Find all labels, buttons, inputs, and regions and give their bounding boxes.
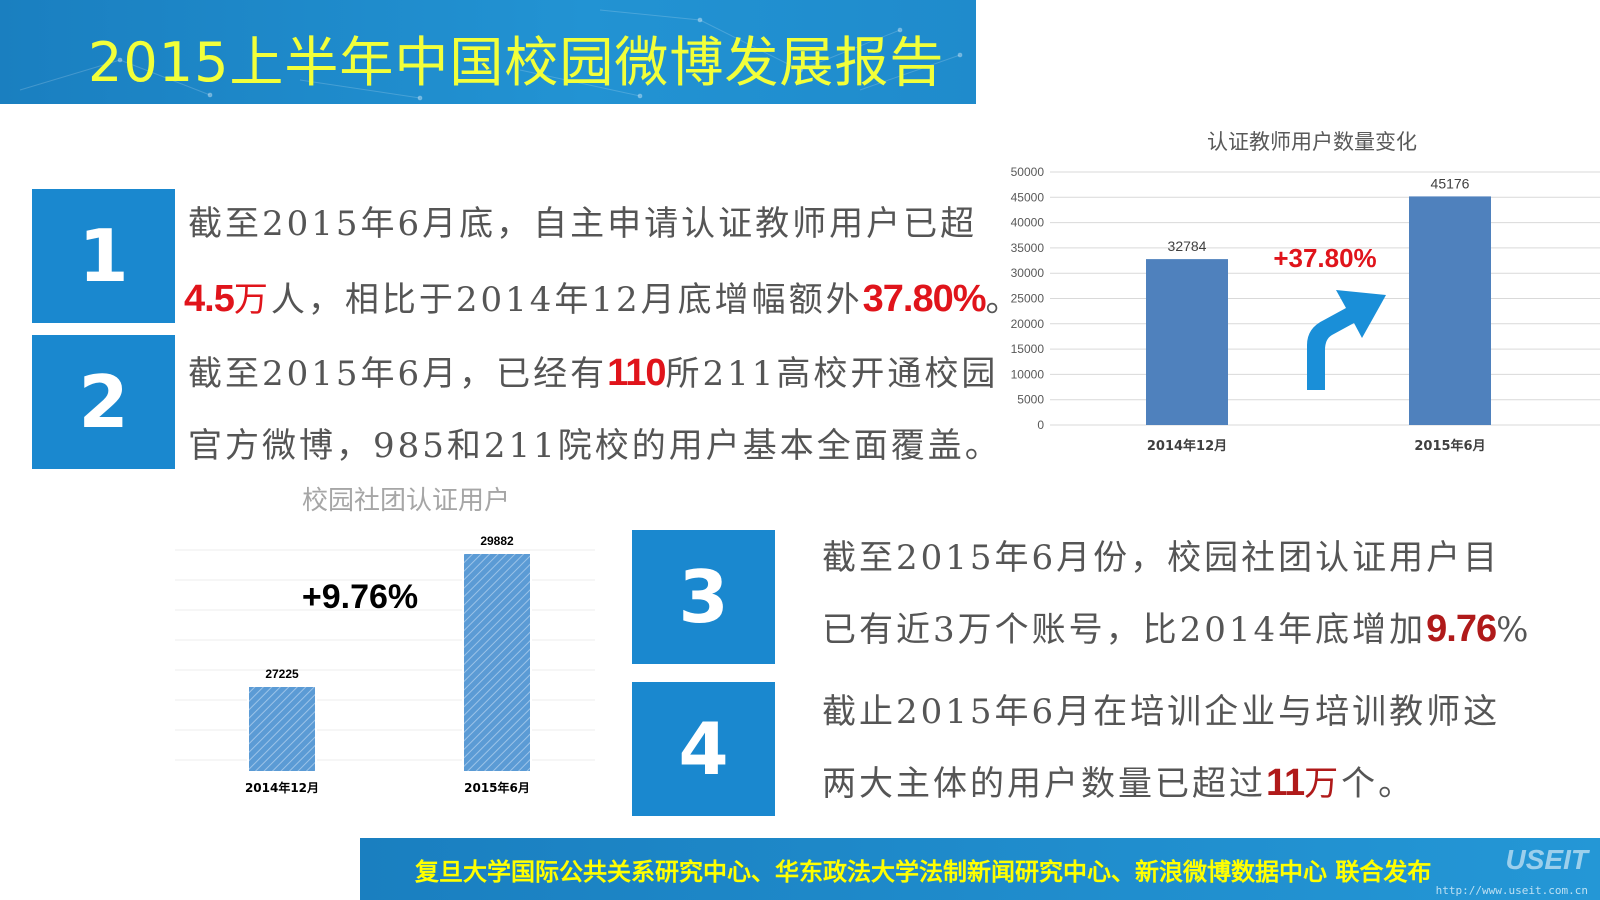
teacher-chart-title: 认证教师用户数量变化 [1207,130,1417,154]
title-banner: 2015上半年中国校园微博发展报告 [0,0,976,104]
data-label: 45176 [1431,175,1470,191]
point-3-line-2: 已有近3万个账号，比2014年底增加9.76% [822,602,1531,651]
footer-publishers: 复旦大学国际公共关系研究中心、华东政法大学法制新闻研究中心、新浪微博数据中心 联… [415,858,1432,886]
point-4-line-1: 截止2015年6月在培训企业与培训教师这 [822,692,1501,732]
text-segment: % [1496,610,1532,650]
text-segment: 截至2015年6月，已经有 [188,354,608,394]
y-tick-label: 30000 [1011,266,1045,280]
text-segment: 已有近3万个账号，比2014年底增加 [822,610,1427,650]
number-box-2: 2 [32,335,175,469]
x-tick-label: 2015年6月 [1414,438,1485,454]
y-tick-label: 40000 [1011,216,1045,230]
highlight-value: 4.5 [184,278,235,320]
highlight-unit: 万 [1304,764,1342,804]
watermark-logo: USEIT [1505,844,1588,875]
data-label: 29882 [480,534,514,548]
y-tick-label: 35000 [1011,241,1045,255]
text-segment: 个。 [1341,764,1416,804]
network-pattern-background [19,9,963,101]
data-label: 32784 [1168,238,1207,254]
text-segment: 所211高校开通校园 [665,354,999,394]
x-tick-label: 2014年12月 [245,780,319,795]
highlight-value: 11 [1266,762,1305,804]
teacher-users-bar-chart: 0 5000 10000 15000 20000 25000 30000 35000 40000… [1011,165,1600,454]
y-tick-label: 20000 [1011,317,1045,331]
y-tick-label: 15000 [1011,342,1045,356]
point-1-line-2: 4.5万人，相比于2014年12月底增幅额外37.80%。 [184,272,1023,321]
bar [1146,259,1228,425]
growth-annotation: +9.76% [302,578,418,616]
highlight-value: 9.76 [1426,608,1497,650]
y-tick-label: 25000 [1011,292,1045,306]
footer-banner: 复旦大学国际公共关系研究中心、华东政法大学法制新闻研究中心、新浪微博数据中心 联… [360,838,1600,900]
highlight-unit: 万 [233,280,271,320]
x-tick-label: 2014年12月 [1147,438,1227,454]
y-tick-label: 5000 [1017,393,1044,407]
number-box-1: 1 [32,189,175,323]
y-tick-label: 50000 [1011,165,1045,179]
text-segment: 两大主体的用户数量已超过 [822,764,1266,804]
y-tick-label: 10000 [1011,367,1045,381]
bar [1409,196,1491,425]
text-segment: 。 [985,280,1023,320]
y-tick-label: 0 [1037,418,1044,432]
point-4-line-2: 两大主体的用户数量已超过11万个。 [822,756,1415,805]
bar [247,685,317,773]
highlight-value: 110 [607,352,666,394]
point-2-line-2: 官方微博，985和211院校的用户基本全面覆盖。 [188,426,1002,466]
y-tick-label: 45000 [1011,190,1045,204]
highlight-percent: 37.80% [862,278,987,320]
number-box-3: 3 [632,530,775,664]
watermark-url: http://www.useit.com.cn [1435,884,1588,897]
club-chart-title: 校园社团认证用户 [302,486,511,516]
data-label: 27225 [265,667,299,681]
number-box-4: 4 [632,682,775,816]
text-segment: 人，相比于2014年12月底增幅额外 [270,280,863,320]
growth-annotation: +37.80% [1273,243,1376,273]
point-3-line-1: 截至2015年6月份，校园社团认证用户目 [822,538,1501,578]
point-1-line-1: 截至2015年6月底，自主申请认证教师用户已超 [188,204,978,244]
x-tick-label: 2015年6月 [464,780,530,795]
point-2-line-1: 截至2015年6月，已经有110所211高校开通校园 [188,346,998,395]
bar [462,552,532,773]
growth-arrow-icon [1307,290,1386,390]
page-title: 2015上半年中国校园微博发展报告 [88,31,945,94]
club-users-bar-chart: 27225 2014年12月 29882 2015年6月 +9.76% [175,534,595,795]
